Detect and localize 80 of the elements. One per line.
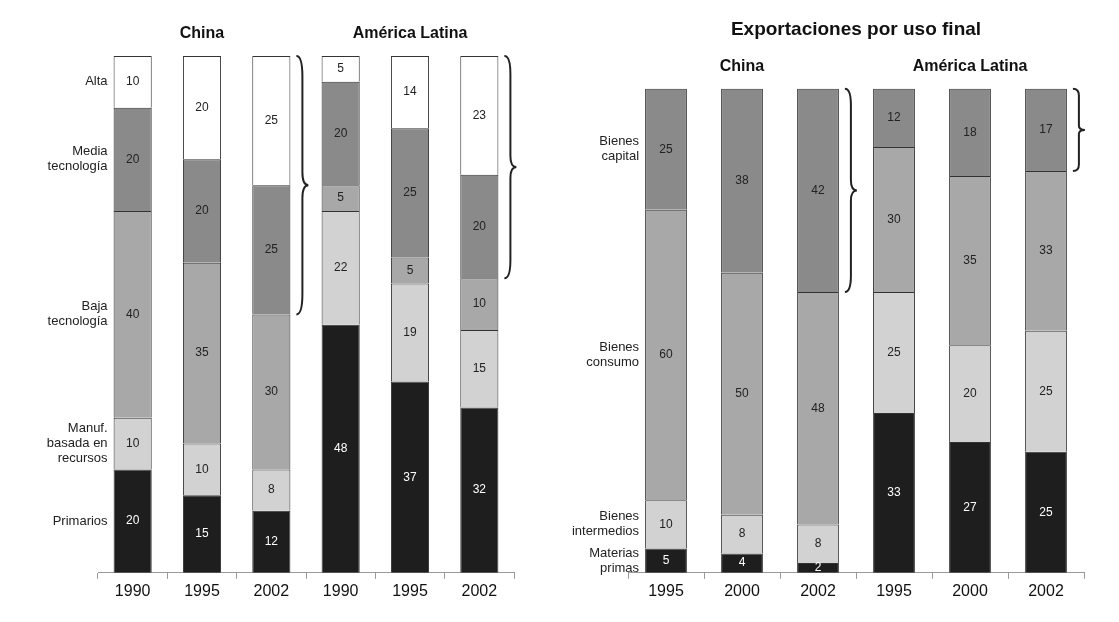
data-label: 20 [333,125,348,140]
data-label: 18 [963,124,977,139]
data-label: 22 [333,260,348,275]
text: China [719,57,765,75]
x-tick-label: 2000 [724,581,760,599]
x-tick-label: 2000 [952,581,988,599]
data-label: 12 [887,110,901,125]
data-label: 30 [264,384,279,399]
data-label: 25 [659,141,673,156]
data-label: 5 [337,190,345,205]
data-label: 12 [264,534,279,549]
data-label: 20 [963,386,977,401]
data-label: 20 [125,151,140,166]
x-tick-label: 1995 [184,581,220,599]
data-label: 30 [887,211,901,226]
series-label: Alta [85,73,109,89]
series-label: Bienes intermedios [571,508,640,539]
x-tick-label: 2002 [1028,581,1064,599]
text: América Latina [912,57,1028,75]
data-label: 20 [195,203,209,218]
data-label: 25 [1039,504,1053,519]
x-tick-label: 1990 [322,581,359,599]
data-label: 10 [125,435,140,450]
data-label: 35 [195,345,209,360]
series-label: Materias primas [589,544,640,575]
data-label: 19 [403,324,417,339]
data-label: 5 [406,262,414,277]
data-label: 25 [1039,383,1053,398]
data-label: 8 [738,526,746,541]
data-label: 25 [264,112,279,127]
data-label: 15 [195,526,209,541]
data-label: 32 [472,482,487,497]
x-tick-label: 2002 [461,581,498,599]
data-label: 25 [403,185,417,200]
data-label: 8 [267,482,275,497]
series-label: Baja tecnología [47,298,109,329]
x-tick-label: 1995 [648,581,684,599]
data-label: 17 [1039,122,1053,137]
data-label: 10 [195,461,209,476]
data-label: 5 [662,553,670,568]
series-label: Manuf. basada en recursos [46,420,109,466]
data-label: 40 [125,306,140,321]
x-tick-label: 1990 [114,581,151,599]
data-label: 20 [472,218,487,233]
data-label: 37 [403,469,417,484]
data-label: 5 [337,61,345,76]
series-label: Bienes consumo [586,339,640,370]
data-label: 14 [403,84,417,99]
data-label: 50 [735,386,749,401]
data-label: 10 [125,74,140,89]
data-label: 35 [963,252,977,267]
data-label: 4 [738,555,746,570]
data-label: 8 [814,536,822,551]
data-label: 25 [264,242,279,257]
x-tick-label: 1995 [392,581,428,599]
data-label: 25 [887,344,901,359]
data-label: 60 [659,347,673,362]
data-label: 27 [963,499,977,514]
series-label: Primarios [52,512,109,528]
x-tick-label: 2002 [800,581,836,599]
chart-title: Exportaciones por uso final [730,17,982,39]
data-label: 42 [811,182,825,197]
text: China [179,24,225,42]
data-label: 10 [659,516,673,531]
data-label: 33 [1039,243,1053,258]
data-label: 48 [811,400,825,415]
data-label: 23 [472,107,487,122]
data-label: 48 [333,441,348,456]
data-label: 20 [125,513,140,528]
x-tick-label: 2002 [253,581,290,599]
data-label: 33 [887,485,901,500]
data-label: 2 [814,560,822,575]
data-label: 20 [195,99,209,114]
x-tick-label: 1995 [876,581,912,599]
data-label: 38 [735,173,749,188]
text: América Latina [352,24,468,42]
data-label: 15 [472,360,487,375]
series-label: Bienes capital [599,133,640,164]
data-label: 10 [472,296,487,311]
series-label: Media tecnología [47,143,109,174]
